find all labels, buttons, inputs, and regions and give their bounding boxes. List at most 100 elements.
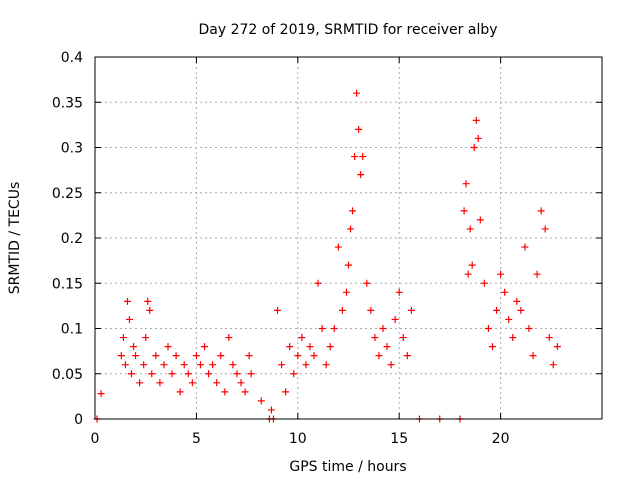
data-point [493,306,501,314]
data-point [371,334,379,342]
data-point [375,352,383,360]
data-point [192,352,200,360]
y-axis-label: SRMTID / TECUs [7,182,23,295]
data-point [395,288,403,296]
y-tick-label: 0.35 [52,95,83,111]
data-point [180,361,188,369]
y-tick-label: 0 [74,412,83,428]
data-point [172,352,180,360]
tick-layer: 0 0.05 0.1 0.15 0.2 0.25 0.3 0.35 0.4 0 5 10 15 20 [52,50,602,447]
data-point [505,315,513,323]
data-point [176,388,184,396]
data-point [541,225,549,233]
data-point [474,134,482,142]
data-point [132,352,140,360]
data-point [221,388,229,396]
y-tick-label: 0.2 [61,231,83,247]
data-point [464,270,472,278]
data-point [462,180,470,188]
data-point [142,334,150,342]
data-point [274,306,282,314]
data-point [488,343,496,351]
data-point [97,390,105,398]
data-point [119,334,127,342]
data-point [549,361,557,369]
data-point [480,279,488,287]
data-point [484,325,492,332]
data-point [468,261,476,269]
data-point [525,325,533,332]
data-point [472,116,480,124]
data-point [233,370,241,378]
data-point [164,343,172,351]
data-point [229,361,237,369]
chart-title: Day 272 of 2019, SRMTID for receiver alb… [198,22,497,38]
data-point [241,388,249,396]
data-point [209,361,217,369]
data-point [367,306,375,314]
y-tick-label: 0.1 [61,322,83,338]
data-point [168,370,176,378]
grid-layer [95,57,602,419]
x-tick-label: 20 [492,431,510,447]
data-point [326,343,334,351]
data-point [144,297,152,305]
data-point [245,352,253,360]
data-point [545,334,553,342]
data-point [466,225,474,233]
data-point [497,270,505,278]
data-point [201,343,209,351]
data-point [278,361,286,369]
data-point [123,297,131,305]
data-point [237,379,245,387]
data-point [537,207,545,215]
data-point [533,270,541,278]
data-point [476,216,484,224]
data-point [351,153,359,161]
x-axis-label: GPS time / hours [289,459,406,475]
data-point [217,352,225,360]
data-point [379,325,387,332]
data-point [314,279,322,287]
data-point [247,370,255,378]
data-point [136,379,144,387]
plot-frame [94,56,603,420]
data-point [399,334,407,342]
data-point [363,279,371,287]
data-point [310,352,318,360]
data-point [509,334,517,342]
x-tick-label: 0 [91,431,100,447]
data-point [117,352,125,360]
data-point [128,370,136,378]
y-tick-label: 0.25 [52,186,83,202]
y-tick-label: 0.15 [52,276,83,292]
data-point [188,379,196,387]
data-point [501,288,509,296]
data-point [342,288,350,296]
data-point [257,397,265,405]
data-point [357,171,365,179]
data-point [125,315,133,323]
data-point [553,343,561,351]
data-points [93,89,561,423]
data-point [286,343,294,351]
data-point [306,343,314,351]
data-point [160,361,168,369]
data-point [470,144,478,151]
data-point [130,343,138,351]
y-tick-label: 0.4 [61,50,83,66]
data-point [403,352,411,360]
data-point [152,352,160,360]
data-point [359,153,367,161]
data-point [330,325,338,332]
data-point [146,306,154,314]
data-point [225,334,233,342]
data-point [529,352,537,360]
x-tick-label: 5 [192,431,201,447]
data-point [302,361,310,369]
x-tick-label: 15 [390,431,408,447]
data-point [347,225,355,233]
data-point [353,89,361,97]
data-point [322,361,330,369]
data-point [205,370,213,378]
